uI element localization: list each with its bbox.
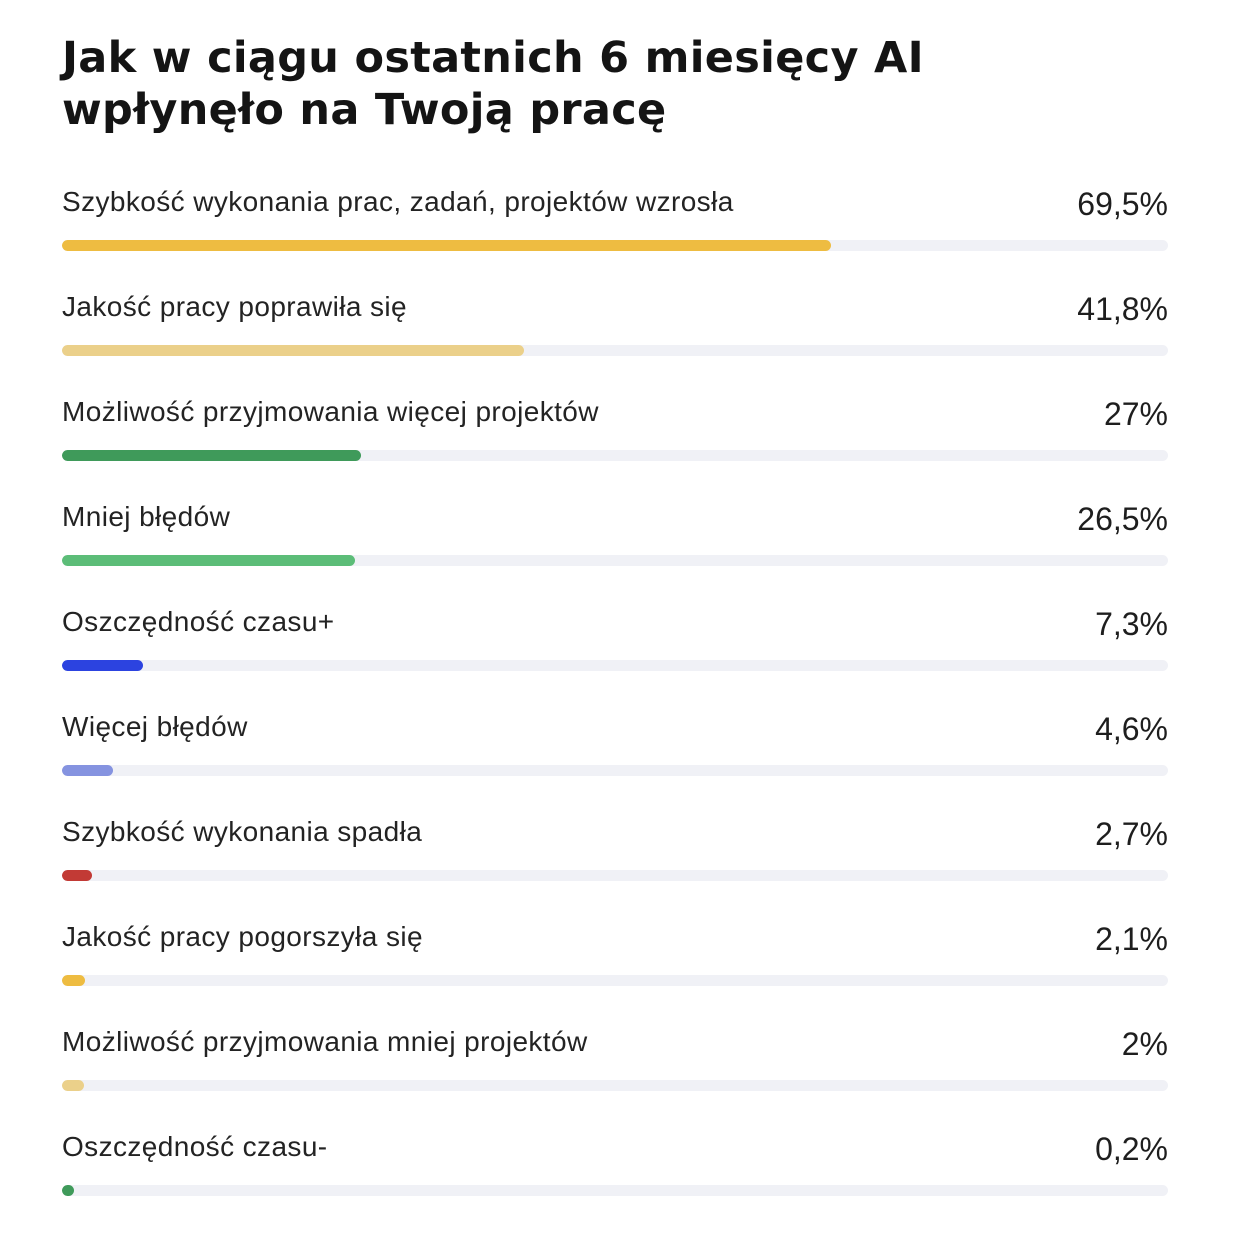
bar [62, 555, 356, 566]
bar-value-label: 0,2% [1095, 1131, 1168, 1167]
chart-title: Jak w ciągu ostatnich 6 miesięcy AI wpły… [62, 33, 924, 135]
bar [62, 450, 361, 461]
bar-label: Oszczędność czasu+ [62, 606, 335, 637]
bar-row: Oszczędność czasu- 0,2% [62, 1127, 1168, 1207]
bar-value-label: 69,5% [1077, 186, 1168, 222]
bar-track [62, 345, 1168, 356]
bar-value-label: 2% [1121, 1026, 1168, 1062]
bar-row: Oszczędność czasu+ 7,3% [62, 602, 1168, 682]
bar [62, 975, 86, 986]
bar-row: Szybkość wykonania prac, zadań, projektó… [62, 182, 1168, 262]
bar-label: Jakość pracy poprawiła się [62, 291, 407, 322]
bar-value-label: 26,5% [1077, 501, 1168, 537]
bar-row: Możliwość przyjmowania mniej projektów 2% [62, 1022, 1168, 1102]
bar-label: Szybkość wykonania prac, zadań, projektó… [62, 186, 734, 217]
bar-track [62, 1080, 1168, 1091]
bar-value-label: 2,1% [1095, 921, 1168, 957]
bar-track [62, 450, 1168, 461]
bar-row: Więcej błędów 4,6% [62, 707, 1168, 787]
bar-rows: Szybkość wykonania prac, zadań, projektó… [62, 182, 1168, 1232]
bar [62, 240, 831, 251]
bar [62, 870, 92, 881]
bar-row: Szybkość wykonania spadła 2,7% [62, 812, 1168, 892]
bar-track [62, 240, 1168, 251]
bar-label: Możliwość przyjmowania mniej projektów [62, 1026, 588, 1057]
bar-label: Szybkość wykonania spadła [62, 816, 423, 847]
bar [62, 765, 113, 776]
bar-track [62, 975, 1168, 986]
bar-label: Możliwość przyjmowania więcej projektów [62, 396, 599, 427]
chart: Jak w ciągu ostatnich 6 miesięcy AI wpły… [62, 32, 1168, 1196]
bar-value-label: 41,8% [1077, 291, 1168, 327]
bar-label: Więcej błędów [62, 711, 248, 742]
bar [62, 660, 143, 671]
bar-row: Mniej błędów 26,5% [62, 497, 1168, 577]
bar-value-label: 2,7% [1095, 816, 1168, 852]
bar-row: Jakość pracy pogorszyła się 2,1% [62, 917, 1168, 997]
bar [62, 1080, 85, 1091]
bar-track [62, 660, 1168, 671]
bar-label: Mniej błędów [62, 501, 231, 532]
bar [62, 1185, 74, 1196]
bar-value-label: 4,6% [1095, 711, 1168, 747]
bar-row: Jakość pracy poprawiła się 41,8% [62, 287, 1168, 367]
bar-label: Oszczędność czasu- [62, 1131, 328, 1162]
bar [62, 345, 525, 356]
bar-row: Możliwość przyjmowania więcej projektów 2… [62, 392, 1168, 472]
bar-track [62, 555, 1168, 566]
bar-track [62, 870, 1168, 881]
bar-value-label: 7,3% [1095, 606, 1168, 642]
bar-value-label: 27% [1103, 396, 1168, 432]
bar-label: Jakość pracy pogorszyła się [62, 921, 423, 952]
bar-track [62, 1185, 1168, 1196]
bar-track [62, 765, 1168, 776]
